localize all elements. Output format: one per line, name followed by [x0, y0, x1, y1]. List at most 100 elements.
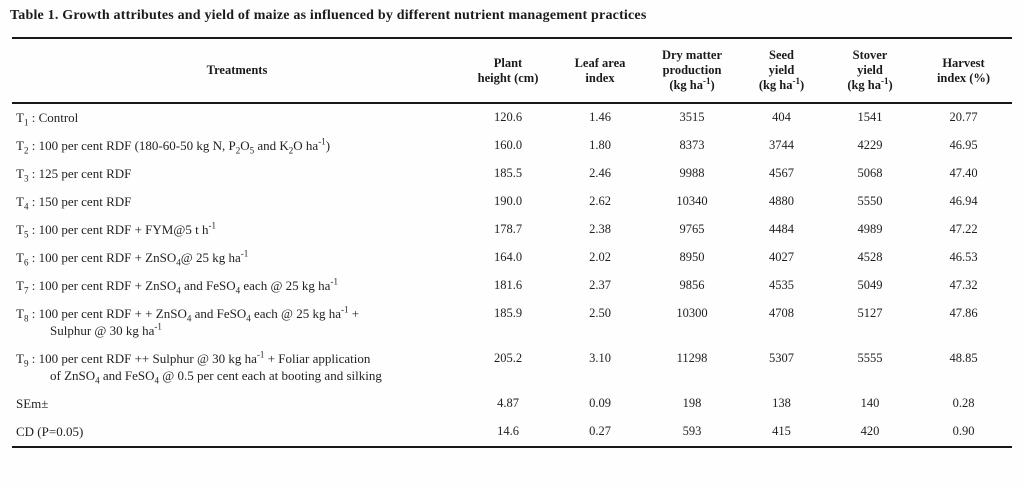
table-cell: 5307: [769, 351, 794, 365]
table-cell: 160.0: [493, 138, 523, 152]
table-cell: 46.94: [949, 194, 978, 208]
table-cell: 3.10: [589, 351, 611, 365]
column-header-stover-yield: Stover yield (kg ha-1): [825, 38, 915, 104]
table-cell: 0.09: [589, 396, 611, 410]
header-row: Treatments Plant height (cm) Leaf area ind…: [12, 38, 1012, 104]
table-row-t5: T5 : 100 per cent RDF + FYM@5 t h-1 178.…: [12, 216, 1012, 244]
table-cell: 4027: [769, 250, 794, 264]
table-cell: 593: [682, 424, 702, 438]
column-header-harvest-index: Harvest index (%): [915, 38, 1012, 104]
table-cell: 0.27: [589, 424, 611, 438]
table-cell: 4535: [769, 278, 794, 292]
table-cell: 47.22: [949, 222, 978, 236]
column-header-seed-yield: Seed yield (kg ha-1): [738, 38, 825, 104]
table-cell: 1.80: [589, 138, 611, 152]
treatment-label: T9 : 100 per cent RDF ++ Sulphur @ 30 kg…: [16, 349, 382, 386]
table-caption: Table 1. Growth attributes and yield of …: [10, 8, 647, 23]
table-cell: 181.6: [493, 278, 523, 292]
table-cell: 3744: [769, 138, 794, 152]
table-cell: 4.87: [497, 396, 519, 410]
table-cell: 1541: [857, 110, 883, 124]
table-cell: 404: [772, 110, 791, 124]
table-cell: 205.2: [493, 351, 523, 365]
table-cell: 2.02: [589, 250, 611, 264]
treatment-label: T4 : 150 per cent RDF: [16, 194, 132, 212]
table-cell: 8950: [679, 250, 705, 264]
treatment-label: T1 : Control: [16, 110, 79, 128]
table-cell: 4989: [857, 222, 883, 236]
column-header-plant-height: Plant height (cm): [462, 38, 554, 104]
treatment-label: T5 : 100 per cent RDF + FYM@5 t h-1: [16, 220, 216, 240]
table-cell: 415: [772, 424, 791, 438]
table-body: T1 : Control 120.6 1.46 3515 404 1541 20…: [12, 103, 1012, 447]
table-cell: 5127: [857, 306, 883, 320]
treatment-label: T2 : 100 per cent RDF (180-60-50 kg N, P…: [16, 136, 331, 156]
table-row-t4: T4 : 150 per cent RDF 190.0 2.62 10340 4…: [12, 188, 1012, 216]
table-row-t1: T1 : Control 120.6 1.46 3515 404 1541 20…: [12, 103, 1012, 132]
table-cell: 178.7: [493, 222, 523, 236]
table-cell: 190.0: [493, 194, 523, 208]
table-cell: 164.0: [493, 250, 523, 264]
table-cell: 11298: [676, 351, 708, 365]
table-cell: 46.53: [949, 250, 978, 264]
table-cell: 9765: [679, 222, 705, 236]
table-cell: 1.46: [589, 110, 611, 124]
table-cell: 2.37: [589, 278, 611, 292]
table-cell: 4528: [857, 250, 883, 264]
treatment-label: T6 : 100 per cent RDF + ZnSO4@ 25 kg ha-…: [16, 248, 249, 268]
table-row-t3: T3 : 125 per cent RDF 185.5 2.46 9988 45…: [12, 160, 1012, 188]
table-cell: 4567: [769, 166, 794, 180]
table-row-sem: SEm± 4.87 0.09 198 138 140 0.28: [12, 390, 1012, 418]
table-cell: 0.28: [952, 396, 975, 410]
table-cell: 0.90: [952, 424, 975, 438]
table-cell: 4708: [769, 306, 794, 320]
table-cell: 138: [772, 396, 791, 410]
table-cell: 120.6: [493, 110, 523, 124]
table-header: Treatments Plant height (cm) Leaf area ind…: [12, 38, 1012, 104]
table-row-t8: T8 : 100 per cent RDF + + ZnSO4 and FeSO…: [12, 300, 1012, 345]
table-cell: 185.9: [493, 306, 523, 320]
table-cell: 4484: [769, 222, 794, 236]
results-table: Treatments Plant height (cm) Leaf area ind…: [12, 37, 1012, 448]
table-cell: 9856: [679, 278, 705, 292]
treatment-label: T7 : 100 per cent RDF + ZnSO4 and FeSO4 …: [16, 276, 338, 296]
table-cell: 420: [860, 424, 880, 438]
table-row-cd: CD (P=0.05) 14.6 0.27 593 415 420 0.90: [12, 418, 1012, 447]
table-cell: 4229: [857, 138, 883, 152]
table-cell: 10300: [676, 306, 708, 320]
treatment-label: CD (P=0.05): [16, 424, 84, 439]
table-row-t2: T2 : 100 per cent RDF (180-60-50 kg N, P…: [12, 132, 1012, 160]
table-cell: 20.77: [949, 110, 978, 124]
table-cell: 2.62: [589, 194, 611, 208]
table-cell: 5550: [857, 194, 883, 208]
table-row-t6: T6 : 100 per cent RDF + ZnSO4@ 25 kg ha-…: [12, 244, 1012, 272]
table-cell: 2.38: [589, 222, 611, 236]
table-cell: 48.85: [949, 351, 978, 365]
table-cell: 47.86: [949, 306, 978, 320]
table-cell: 5555: [857, 351, 883, 365]
table-cell: 46.95: [949, 138, 978, 152]
table-cell: 3515: [679, 110, 705, 124]
table-cell: 9988: [679, 166, 705, 180]
table-cell: 198: [682, 396, 702, 410]
column-header-treatments: Treatments: [12, 38, 462, 104]
treatment-label: SEm±: [16, 396, 49, 411]
table-cell: 47.40: [949, 166, 978, 180]
table-cell: 5049: [857, 278, 883, 292]
table-cell: 2.46: [589, 166, 611, 180]
column-header-dry-matter-production: Dry matter production (kg ha-1): [646, 38, 738, 104]
table-row-t7: T7 : 100 per cent RDF + ZnSO4 and FeSO4 …: [12, 272, 1012, 300]
table-cell: 10340: [676, 194, 708, 208]
table-cell: 140: [860, 396, 880, 410]
table-cell: 5068: [857, 166, 883, 180]
table-cell: 2.50: [589, 306, 611, 320]
table-cell: 14.6: [497, 424, 519, 438]
table-cell: 4880: [769, 194, 794, 208]
table-cell: 8373: [679, 138, 705, 152]
table-row-t9: T9 : 100 per cent RDF ++ Sulphur @ 30 kg…: [12, 345, 1012, 390]
table-cell: 185.5: [493, 166, 523, 180]
treatment-label: T8 : 100 per cent RDF + + ZnSO4 and FeSO…: [16, 304, 360, 338]
treatment-label: T3 : 125 per cent RDF: [16, 166, 132, 184]
table-cell: 47.32: [949, 278, 978, 292]
